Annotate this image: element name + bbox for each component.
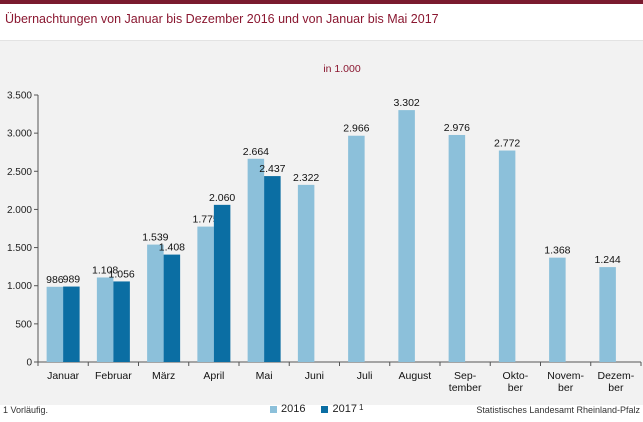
- unit-label: in 1.000: [323, 63, 361, 75]
- top-accent-bar: [0, 0, 643, 4]
- category-label: Mai: [256, 370, 273, 382]
- category-label: ber: [558, 382, 574, 394]
- bar-2016: [348, 135, 365, 362]
- category-label: Juli: [357, 370, 373, 382]
- category-label: August: [399, 370, 432, 382]
- data-label-2016: 1.368: [544, 245, 570, 257]
- data-label-2016: 2.966: [343, 123, 369, 135]
- data-label-2016: 2.976: [444, 122, 470, 134]
- y-tick-label: 500: [15, 319, 32, 330]
- bar-2017: [163, 254, 181, 362]
- bar-2016: [498, 150, 516, 362]
- bar-2017: [213, 204, 231, 362]
- data-label-2016: 1.775: [192, 214, 218, 226]
- y-tick-label: 0: [26, 358, 32, 369]
- data-label-2017: 1.408: [159, 242, 185, 254]
- data-label-2017: 2.060: [209, 192, 235, 204]
- y-tick-label: 2.000: [7, 205, 32, 216]
- legend: 2016 2017 1: [270, 403, 379, 415]
- data-label-2016: 986: [46, 274, 64, 286]
- y-tick-label: 1.500: [7, 243, 32, 254]
- data-label-2016: 1.108: [92, 264, 118, 276]
- bar-2016: [96, 277, 114, 362]
- bar-2016: [448, 134, 466, 362]
- data-label-2016: 2.664: [243, 146, 269, 158]
- title-divider: [0, 40, 643, 41]
- footnote: 1 Vorläufig.: [3, 405, 49, 415]
- bar-2016: [398, 110, 415, 362]
- category-label: Dezem-: [597, 370, 634, 382]
- data-label-2016: 2.772: [494, 138, 520, 150]
- data-label-2017: 989: [63, 274, 81, 286]
- category-label: Juni: [305, 370, 324, 382]
- category-label: Okto-: [503, 370, 529, 382]
- category-label: Februar: [95, 370, 132, 382]
- category-label: ber: [608, 382, 624, 394]
- data-label-2016: 3.302: [393, 97, 419, 109]
- category-label: ber: [508, 382, 524, 394]
- legend-item-2016: 2016: [270, 403, 305, 415]
- bar-2016: [46, 286, 64, 362]
- y-tick-label: 3.500: [7, 91, 32, 102]
- legend-swatch-2016: [270, 405, 277, 413]
- bar-chart: in 1.000 0 500 1.000 1.500 2.000 2.500 3.000 3.5…: [7, 63, 642, 394]
- y-tick-label: 3.000: [7, 129, 32, 140]
- bar-2017: [63, 286, 80, 362]
- data-label-2017: 1.056: [108, 268, 134, 280]
- bar-2017: [264, 176, 281, 362]
- legend-label-2017: 2017: [332, 403, 357, 415]
- legend-item-2017: 2017 1: [321, 403, 363, 415]
- bar-2016: [599, 267, 616, 362]
- category-label: Januar: [47, 370, 80, 382]
- bar-2016: [297, 184, 315, 362]
- bar-2016: [197, 226, 214, 362]
- source-credit: Statistisches Landesamt Rheinland-Pfalz: [476, 405, 640, 415]
- legend-label-2016: 2016: [281, 403, 306, 415]
- category-label: April: [203, 370, 224, 382]
- bar-2017: [113, 281, 130, 362]
- category-label: März: [152, 370, 175, 382]
- chart-title: Übernachtungen von Januar bis Dezember 2…: [5, 12, 439, 26]
- legend-swatch-2017: [321, 405, 329, 413]
- data-label-2016: 1.244: [594, 254, 620, 266]
- chart-panel: in 1.000 0 500 1.000 1.500 2.000 2.500 3.000 3.5…: [0, 41, 643, 405]
- bar-2016: [147, 244, 164, 362]
- category-label: Novem-: [547, 370, 584, 382]
- category-label: Sep-: [454, 370, 477, 382]
- bar-2016: [549, 257, 566, 362]
- bar-2016: [247, 158, 265, 362]
- data-label-2016: 2.322: [293, 172, 319, 184]
- y-tick-label: 2.500: [7, 167, 32, 178]
- data-label-2017: 2.437: [259, 163, 285, 175]
- category-label: tember: [449, 382, 482, 394]
- y-tick-label: 1.000: [7, 281, 32, 292]
- legend-footnote-mark: 1: [358, 402, 364, 412]
- data-label-2016: 1.539: [142, 232, 168, 244]
